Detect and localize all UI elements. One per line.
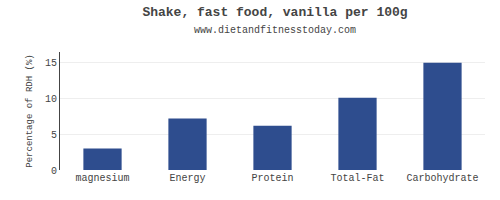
svg-text:Energy: Energy: [169, 173, 205, 184]
svg-text:Carbohydrate: Carbohydrate: [406, 173, 478, 184]
svg-text:Shake, fast food, vanilla per: Shake, fast food, vanilla per 100gwww.di…: [142, 5, 407, 36]
svg-text:5: 5: [51, 130, 57, 141]
svg-text:10: 10: [45, 94, 57, 105]
svg-text:Protein: Protein: [251, 173, 293, 184]
svg-text:0: 0: [51, 166, 57, 177]
svg-text:magnesium: magnesium: [75, 173, 129, 184]
svg-text:Percentage of RDH (%): Percentage of RDH (%): [25, 54, 35, 167]
svg-text:Total-Fat: Total-Fat: [330, 173, 384, 184]
svg-text:15: 15: [45, 58, 57, 69]
